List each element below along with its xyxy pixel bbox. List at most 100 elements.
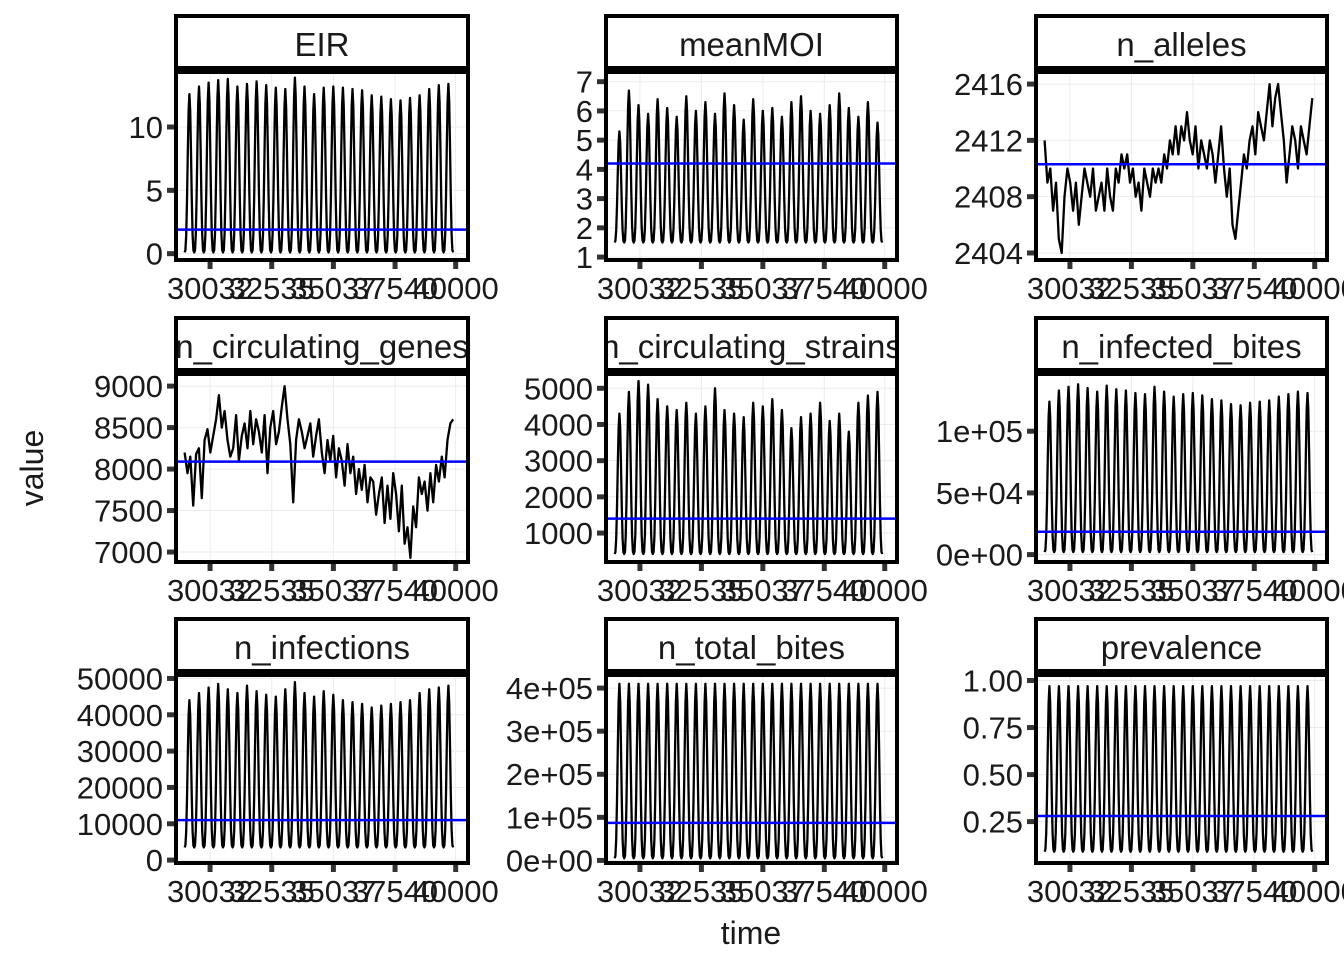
- facet-strip-label: meanMOI: [679, 26, 824, 63]
- y-tick-label: 2e+05: [506, 757, 593, 792]
- facet-strip-label: n_circulating_genes: [175, 328, 469, 365]
- x-tick-label: 35037: [290, 874, 376, 909]
- x-tick-label: 35037: [1150, 271, 1236, 306]
- y-tick-label: 2: [576, 211, 593, 246]
- x-tick-label: 30032: [597, 271, 683, 306]
- x-tick-label: 30032: [167, 573, 253, 608]
- x-tick-label: 40000: [1272, 271, 1344, 306]
- y-tick-label: 0: [146, 843, 163, 878]
- strip-box: [1034, 316, 1329, 374]
- x-tick-label: 32535: [1088, 573, 1174, 608]
- x-tick-label: 35037: [290, 271, 376, 306]
- x-axis-title: time: [721, 915, 781, 951]
- strip-box: [604, 617, 899, 675]
- gridlines: [176, 372, 468, 562]
- y-tick-label: 4e+05: [506, 671, 593, 706]
- x-tick-label: 40000: [1272, 874, 1344, 909]
- x-tick-label: 37540: [1211, 271, 1297, 306]
- x-tick-label: 32535: [658, 271, 744, 306]
- series-line-prevalence: [1043, 685, 1314, 853]
- x-tick-label: 37540: [352, 573, 438, 608]
- y-tick-label: 5e+04: [936, 476, 1023, 511]
- series-line-n-infected-bites: [1043, 383, 1314, 554]
- y-tick-label: 2000: [524, 480, 593, 515]
- x-tick-label: 37540: [781, 874, 867, 909]
- strip-box: [174, 14, 470, 72]
- facet-panel-prevalence: prevalence 0.25 0.50 0.75 1.00 30032325353503…: [963, 617, 1344, 909]
- x-tick-label: 40000: [413, 573, 499, 608]
- y-tick-label: 0.25: [963, 805, 1023, 840]
- x-tick-label: 32535: [229, 573, 315, 608]
- x-tick-label: 30032: [167, 874, 253, 909]
- series-line-n-infections: [183, 680, 455, 849]
- y-tick-label: 1e+05: [936, 414, 1023, 449]
- x-tick-label: 30032: [167, 271, 253, 306]
- x-tick-label: 40000: [413, 874, 499, 909]
- facet-strip-label: n_total_bites: [658, 629, 845, 666]
- series-line-n-total-bites: [613, 682, 884, 860]
- y-tick-label: 3e+05: [506, 714, 593, 749]
- x-tick-label: 40000: [842, 573, 928, 608]
- x-tick-label: 37540: [352, 271, 438, 306]
- x-tick-label: 30032: [597, 874, 683, 909]
- x-tick-label: 35037: [1150, 874, 1236, 909]
- facet-strip-label: EIR: [294, 26, 349, 63]
- series-line-eir: [183, 76, 455, 254]
- x-tick-label: 30032: [1027, 874, 1113, 909]
- series-line-meanmoi: [613, 89, 884, 244]
- x-tick-label: 37540: [1211, 874, 1297, 909]
- y-tick-label: 0.50: [963, 758, 1023, 793]
- x-tick-label: 30032: [1027, 573, 1113, 608]
- y-tick-label: 1.00: [963, 664, 1023, 699]
- y-tick-label: 0e+00: [506, 843, 593, 878]
- x-tick-label: 35037: [720, 573, 806, 608]
- series-line-n-alleles: [1043, 82, 1314, 255]
- facet-panel-n-circulating-strains: n_circulating_strains 1000200030004000500…: [524, 316, 928, 608]
- y-tick-label: 2416: [954, 67, 1023, 102]
- series-line-n-circulating-genes: [183, 384, 455, 560]
- y-tick-label: 10000: [77, 807, 163, 842]
- y-tick-label: 0e+00: [936, 538, 1023, 573]
- x-tick-label: 40000: [1272, 573, 1344, 608]
- y-tick-label: 8500: [94, 411, 163, 446]
- y-tick-label: 9000: [94, 369, 163, 404]
- y-tick-label: 1000: [524, 516, 593, 551]
- y-tick-label: 5000: [524, 371, 593, 406]
- x-tick-label: 35037: [290, 573, 376, 608]
- x-tick-label: 37540: [352, 874, 438, 909]
- facet-strip-label: n_infected_bites: [1061, 328, 1301, 365]
- strip-box: [174, 617, 470, 675]
- y-tick-label: 4000: [524, 407, 593, 442]
- y-tick-label: 2404: [954, 236, 1023, 271]
- y-axis-title: value: [14, 430, 50, 507]
- x-tick-label: 37540: [781, 271, 867, 306]
- x-tick-label: 40000: [413, 271, 499, 306]
- x-tick-label: 32535: [658, 573, 744, 608]
- y-tick-label: 6: [576, 94, 593, 129]
- x-tick-label: 37540: [781, 573, 867, 608]
- x-tick-label: 32535: [1088, 271, 1174, 306]
- y-tick-label: 30000: [77, 734, 163, 769]
- y-tick-label: 2408: [954, 180, 1023, 215]
- facet-strip-label: n_circulating_strains: [601, 328, 902, 365]
- facet-strip-label: n_alleles: [1116, 26, 1246, 63]
- y-tick-label: 20000: [77, 770, 163, 805]
- x-tick-label: 40000: [842, 874, 928, 909]
- y-tick-label: 3: [576, 182, 593, 217]
- x-tick-label: 35037: [720, 271, 806, 306]
- strip-box: [1034, 14, 1329, 72]
- facet-panel-n-alleles: n_alleles 2404 2408 2412 2416 300323253535037…: [954, 14, 1344, 306]
- facet-strip-label: n_infections: [234, 629, 410, 666]
- facet-panel-n-total-bites: n_total_bites 0e+00 1e+05 2e+05 3e+05 4e+05 30…: [506, 617, 928, 909]
- x-tick-label: 30032: [1027, 271, 1113, 306]
- y-tick-label: 4: [576, 152, 593, 187]
- x-tick-label: 40000: [842, 271, 928, 306]
- y-tick-label: 1e+05: [506, 800, 593, 835]
- facet-panel-n-circulating-genes: n_circulating_genes 7000 7500 8000 8500 9000 3…: [94, 316, 499, 608]
- x-tick-label: 37540: [1211, 573, 1297, 608]
- x-tick-label: 35037: [720, 874, 806, 909]
- facet-panel-n-infected-bites: n_infected_bites 0e+00 5e+04 1e+05 300323253…: [936, 316, 1344, 608]
- y-tick-label: 1: [576, 240, 593, 275]
